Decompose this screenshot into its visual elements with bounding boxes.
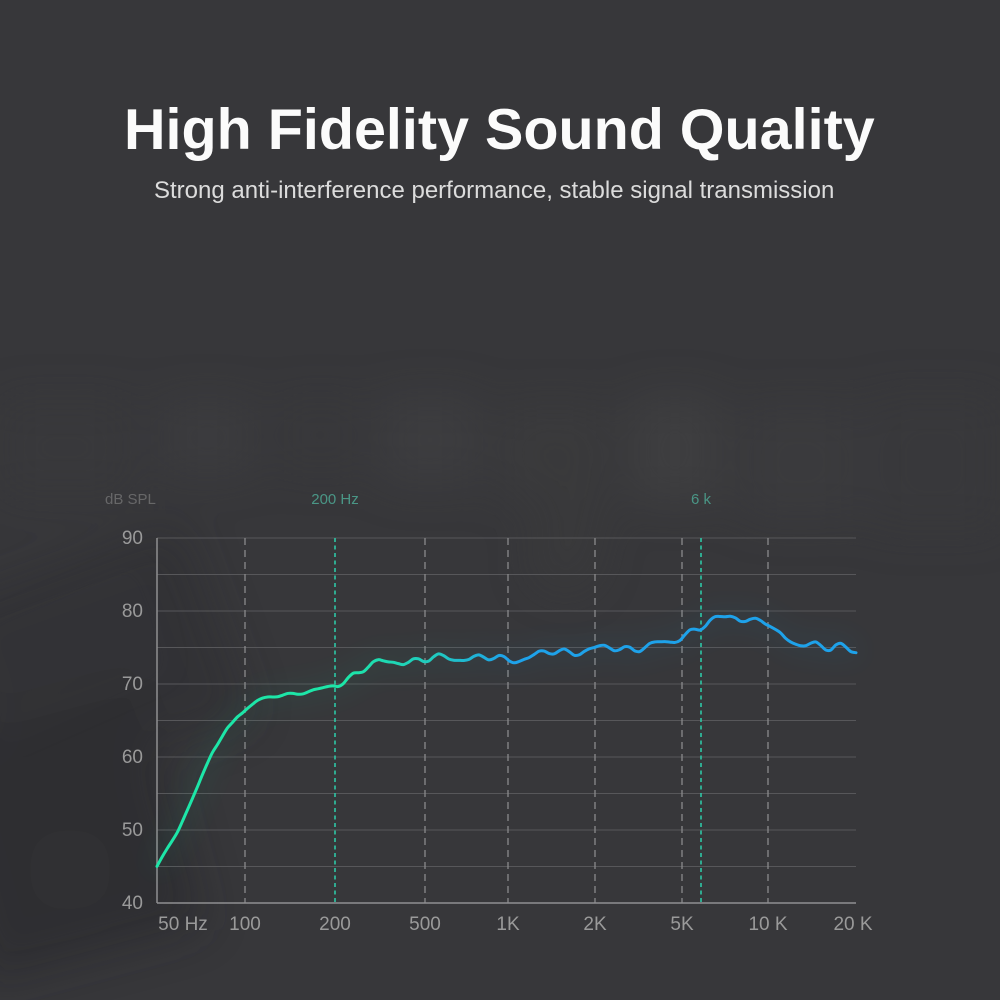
svg-text:1K: 1K — [496, 914, 520, 935]
svg-text:5K: 5K — [670, 914, 694, 935]
svg-text:dB SPL: dB SPL — [105, 491, 156, 508]
svg-text:200: 200 — [319, 914, 351, 935]
svg-text:40: 40 — [122, 893, 143, 914]
svg-text:100: 100 — [229, 914, 261, 935]
svg-text:500: 500 — [409, 914, 441, 935]
svg-text:50: 50 — [122, 820, 143, 841]
svg-text:10 K: 10 K — [748, 914, 787, 935]
svg-text:60: 60 — [122, 747, 143, 768]
svg-text:80: 80 — [122, 601, 143, 622]
svg-text:70: 70 — [122, 674, 143, 695]
svg-text:6 k: 6 k — [691, 491, 712, 508]
svg-text:50 Hz: 50 Hz — [158, 914, 208, 935]
svg-text:90: 90 — [122, 528, 143, 549]
svg-text:2K: 2K — [583, 914, 607, 935]
svg-text:20 K: 20 K — [833, 914, 872, 935]
svg-text:200 Hz: 200 Hz — [311, 491, 359, 508]
